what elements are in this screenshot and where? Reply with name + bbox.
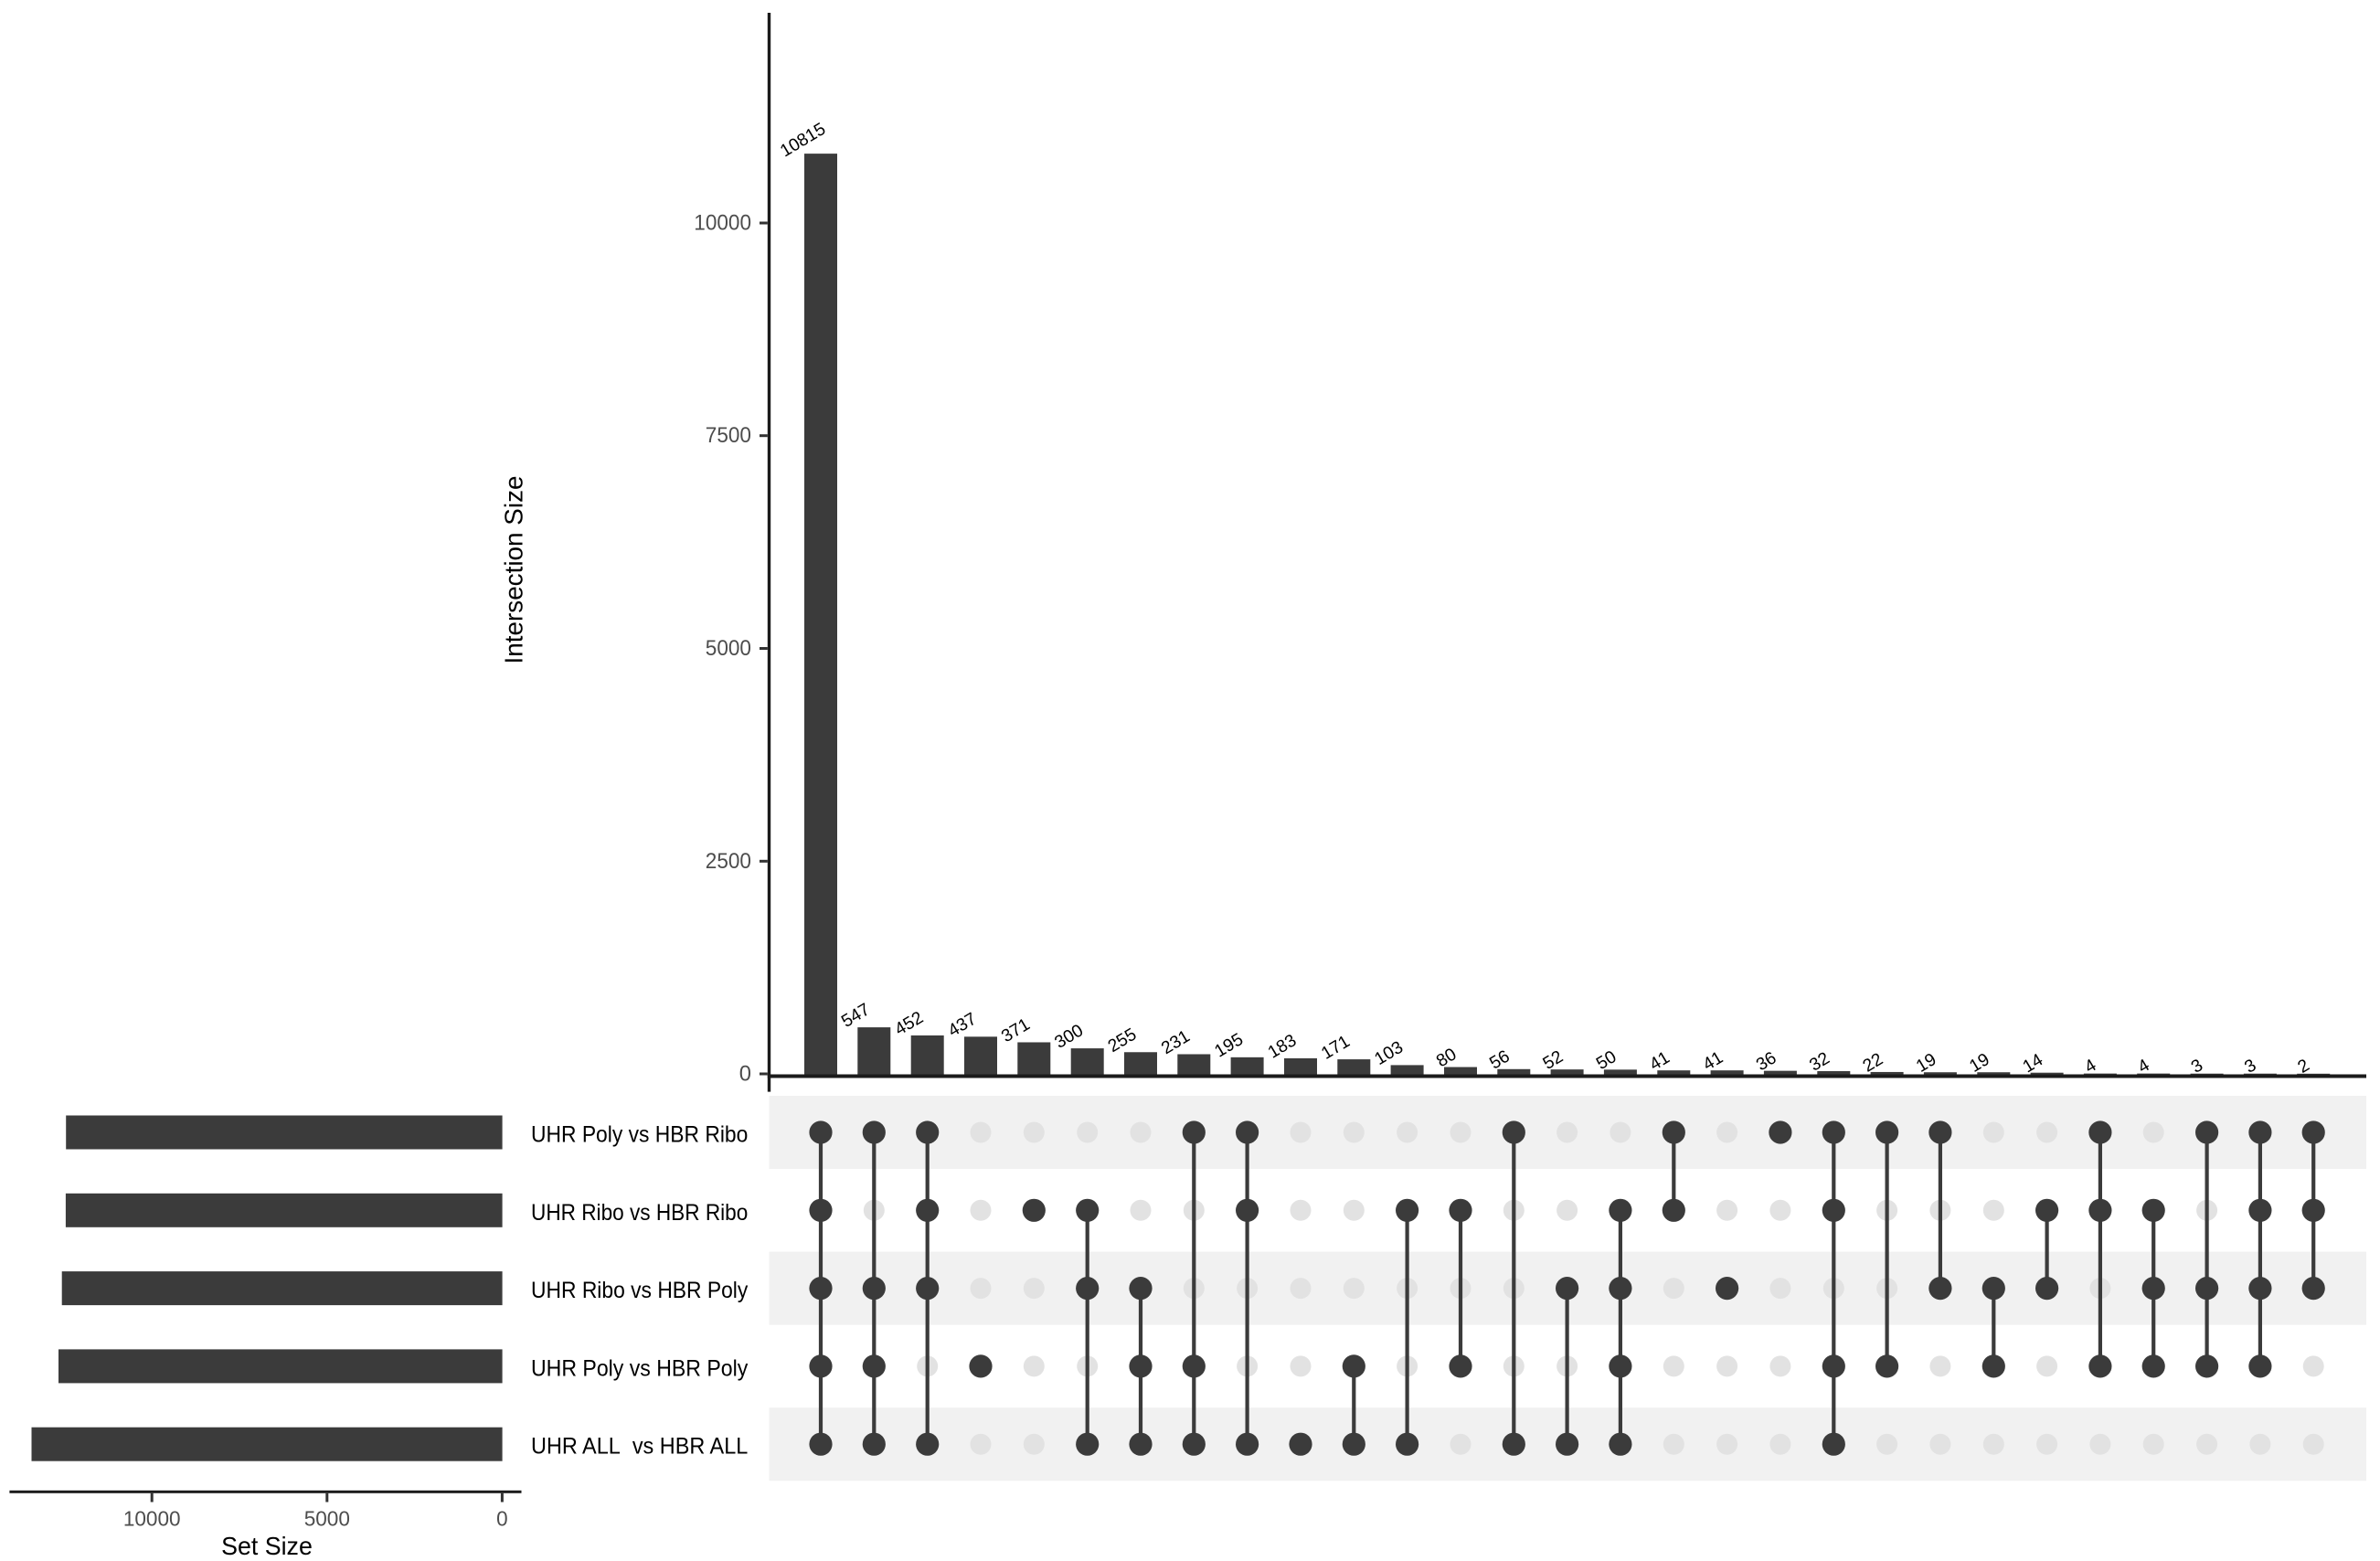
svg-text:10000: 10000 <box>694 211 751 236</box>
svg-text:UHR Ribo vs HBR Ribo: UHR Ribo vs HBR Ribo <box>531 1200 748 1226</box>
svg-text:UHR Poly vs HBR Poly: UHR Poly vs HBR Poly <box>531 1355 749 1381</box>
svg-text:7500: 7500 <box>706 423 751 448</box>
svg-text:2500: 2500 <box>706 849 751 874</box>
svg-text:UHR Ribo vs HBR Poly: UHR Ribo vs HBR Poly <box>531 1278 749 1303</box>
svg-text:0: 0 <box>496 1507 508 1531</box>
svg-text:0: 0 <box>739 1062 751 1087</box>
svg-text:10000: 10000 <box>123 1507 181 1531</box>
svg-text:Set Size: Set Size <box>221 1532 313 1560</box>
svg-text:5000: 5000 <box>706 636 751 661</box>
svg-text:UHR Poly vs HBR Ribo: UHR Poly vs HBR Ribo <box>531 1122 748 1148</box>
svg-text:UHR ALL vs HBR ALL: UHR ALL vs HBR ALL <box>531 1434 748 1460</box>
svg-text:5000: 5000 <box>304 1507 350 1531</box>
svg-text:Intersection Size: Intersection Size <box>500 476 528 664</box>
